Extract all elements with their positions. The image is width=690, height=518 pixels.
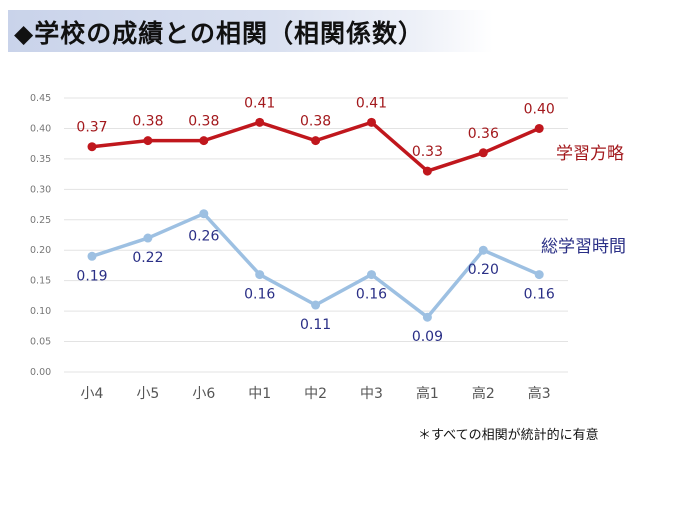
x-tick-label: 高1 — [416, 385, 439, 402]
y-tick-label: 0.00 — [30, 367, 51, 378]
data-point — [311, 300, 321, 310]
y-tick-label: 0.30 — [30, 184, 51, 195]
data-point — [311, 136, 321, 146]
y-tick-label: 0.10 — [30, 306, 51, 317]
x-tick-label: 中3 — [360, 386, 383, 402]
data-point — [199, 209, 209, 219]
y-tick-label: 0.45 — [30, 93, 51, 104]
data-label: 0.09 — [412, 329, 443, 345]
legend-label: 学習方略 — [556, 144, 624, 164]
y-tick-label: 0.05 — [30, 337, 51, 348]
data-label: 0.16 — [524, 287, 555, 303]
y-tick-label: 0.25 — [30, 215, 51, 226]
y-tick-label: 0.15 — [30, 276, 51, 287]
x-tick-label: 小6 — [192, 386, 215, 402]
data-point — [255, 270, 265, 280]
data-label: 0.38 — [188, 114, 219, 130]
data-point — [478, 148, 488, 158]
data-label: 0.38 — [132, 114, 163, 130]
data-point — [534, 123, 544, 133]
data-label: 0.19 — [76, 268, 107, 284]
footnote: ＊すべての相関が統計的に有意 — [418, 428, 599, 443]
data-point — [87, 251, 97, 261]
legend-label: 総学習時間 — [541, 237, 626, 257]
data-label: 0.16 — [356, 287, 387, 303]
y-tick-label: 0.40 — [30, 123, 51, 134]
title-band — [8, 10, 493, 52]
data-point — [143, 233, 153, 243]
data-point — [87, 142, 97, 152]
data-point — [422, 166, 432, 176]
data-label: 0.41 — [244, 95, 275, 111]
y-tick-label: 0.20 — [30, 245, 51, 256]
data-point — [199, 136, 209, 146]
data-label: 0.33 — [412, 144, 443, 160]
x-tick-label: 中2 — [304, 386, 327, 402]
data-point — [367, 270, 376, 280]
data-label: 0.36 — [468, 126, 499, 142]
data-label: 0.11 — [300, 317, 331, 333]
data-label: 0.41 — [356, 95, 387, 111]
x-tick-label: 高2 — [472, 385, 495, 402]
x-tick-label: 中1 — [248, 386, 271, 402]
data-label: 0.16 — [244, 287, 275, 303]
data-label: 0.38 — [300, 114, 331, 130]
data-label: 0.22 — [132, 250, 163, 266]
data-point — [255, 117, 265, 127]
data-label: 0.20 — [468, 262, 499, 278]
x-tick-label: 高3 — [528, 385, 551, 402]
data-label: 0.26 — [188, 229, 219, 245]
data-point — [367, 117, 376, 127]
data-point — [422, 312, 432, 322]
data-label: 0.37 — [76, 120, 107, 136]
y-tick-label: 0.35 — [30, 154, 51, 165]
data-point — [478, 245, 488, 255]
data-point — [534, 270, 544, 280]
x-tick-label: 小5 — [136, 386, 159, 402]
x-tick-label: 小4 — [81, 386, 104, 402]
page-title: ◆学校の成績との相関（相関係数） — [14, 19, 424, 48]
data-label: 0.40 — [524, 101, 555, 117]
data-point — [143, 136, 153, 146]
